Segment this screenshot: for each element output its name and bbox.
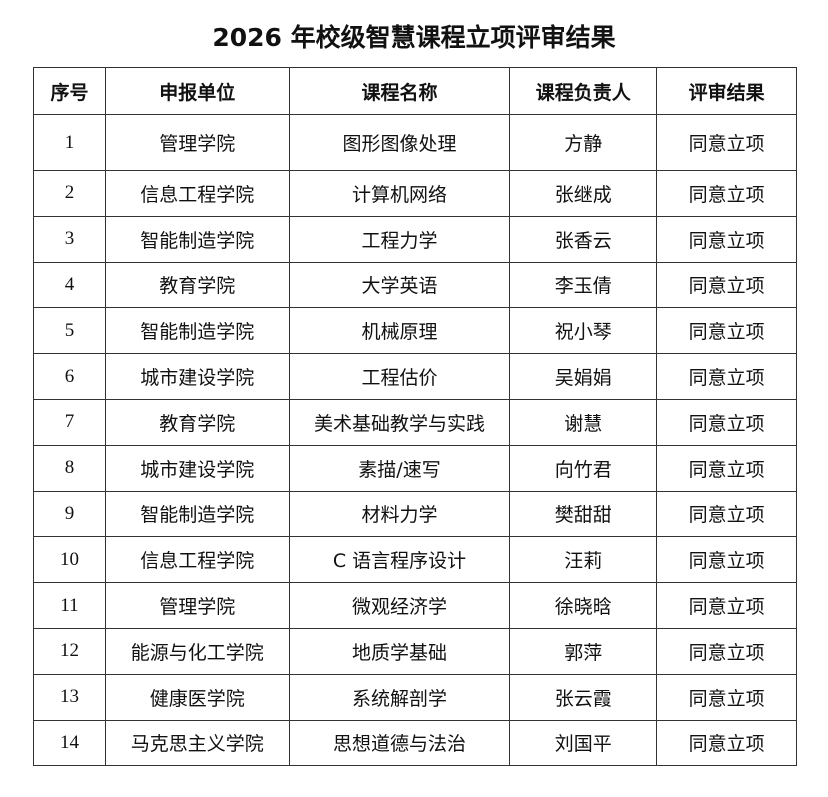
- cell-col-result: 同意立项: [656, 673, 797, 721]
- cell-col-leader: 向竹君: [509, 444, 658, 492]
- cell-col-leader: 刘国平: [509, 719, 658, 767]
- cell-col-unit: 智能制造学院: [104, 215, 290, 263]
- cell-col-course: 机械原理: [288, 307, 511, 355]
- cell-col-index: 1: [33, 114, 106, 171]
- header-col-unit: 申报单位: [104, 67, 290, 115]
- cell-col-leader: 李玉倩: [509, 261, 658, 309]
- cell-col-course: 微观经济学: [288, 582, 511, 629]
- cell-col-unit: 城市建设学院: [104, 353, 290, 400]
- table-row: 6 城市建设学院 工程估价 吴娟娟 同意立项: [33, 353, 797, 400]
- cell-col-unit: 管理学院: [104, 114, 290, 171]
- table-row: 11 管理学院 微观经济学 徐晓晗 同意立项: [33, 582, 797, 629]
- cell-col-result: 同意立项: [656, 261, 797, 309]
- cell-col-result: 同意立项: [656, 215, 797, 263]
- cell-col-unit: 信息工程学院: [104, 170, 290, 217]
- cell-col-unit: 马克思主义学院: [104, 719, 290, 767]
- cell-col-index: 7: [33, 398, 106, 446]
- cell-col-index: 8: [33, 444, 106, 492]
- cell-col-leader: 张云霞: [509, 673, 658, 721]
- cell-col-index: 11: [33, 582, 106, 629]
- cell-col-leader: 祝小琴: [509, 307, 658, 355]
- table-row: 10 信息工程学院 C 语言程序设计 汪莉 同意立项: [33, 536, 797, 584]
- table-row: 4 教育学院 大学英语 李玉倩 同意立项: [33, 261, 797, 309]
- cell-col-leader: 吴娟娟: [509, 353, 658, 400]
- table-row: 1 管理学院 图形图像处理 方静 同意立项: [33, 114, 797, 171]
- cell-col-unit: 管理学院: [104, 582, 290, 629]
- cell-col-unit: 能源与化工学院: [104, 627, 290, 675]
- cell-col-result: 同意立项: [656, 536, 797, 584]
- cell-col-result: 同意立项: [656, 114, 797, 171]
- table-row: 3 智能制造学院 工程力学 张香云 同意立项: [33, 215, 797, 263]
- cell-col-result: 同意立项: [656, 627, 797, 675]
- cell-col-index: 5: [33, 307, 106, 355]
- cell-col-index: 10: [33, 536, 106, 584]
- cell-col-leader: 郭萍: [509, 627, 658, 675]
- results-table: 序号 申报单位 课程名称 课程负责人 评审结果 1 管理学院 图形图像处理 方静 同意立项 2 信息…: [33, 67, 797, 767]
- cell-col-course: C 语言程序设计: [288, 536, 511, 584]
- cell-col-index: 12: [33, 627, 106, 675]
- cell-col-course: 思想道德与法治: [288, 719, 511, 767]
- header-col-course: 课程名称: [288, 67, 511, 115]
- table-row: 8 城市建设学院 素描/速写 向竹君 同意立项: [33, 444, 797, 492]
- cell-col-index: 14: [33, 719, 106, 767]
- table-row: 9 智能制造学院 材料力学 樊甜甜 同意立项: [33, 490, 797, 538]
- cell-col-course: 工程估价: [288, 353, 511, 400]
- cell-col-index: 3: [33, 215, 106, 263]
- table-row: 5 智能制造学院 机械原理 祝小琴 同意立项: [33, 307, 797, 355]
- cell-col-unit: 智能制造学院: [104, 307, 290, 355]
- cell-col-result: 同意立项: [656, 307, 797, 355]
- cell-col-course: 地质学基础: [288, 627, 511, 675]
- cell-col-course: 材料力学: [288, 490, 511, 538]
- cell-col-course: 计算机网络: [288, 170, 511, 217]
- table-row: 7 教育学院 美术基础教学与实践 谢慧 同意立项: [33, 398, 797, 446]
- cell-col-leader: 张香云: [509, 215, 658, 263]
- cell-col-leader: 谢慧: [509, 398, 658, 446]
- cell-col-leader: 樊甜甜: [509, 490, 658, 538]
- cell-col-course: 工程力学: [288, 215, 511, 263]
- cell-col-unit: 智能制造学院: [104, 490, 290, 538]
- cell-col-index: 6: [33, 353, 106, 400]
- cell-col-unit: 教育学院: [104, 261, 290, 309]
- cell-col-leader: 汪莉: [509, 536, 658, 584]
- cell-col-unit: 城市建设学院: [104, 444, 290, 492]
- header-col-index: 序号: [33, 67, 106, 115]
- cell-col-result: 同意立项: [656, 582, 797, 629]
- table-row: 13 健康医学院 系统解剖学 张云霞 同意立项: [33, 673, 797, 721]
- cell-col-leader: 方静: [509, 114, 658, 171]
- header-col-leader: 课程负责人: [509, 67, 658, 115]
- cell-col-index: 13: [33, 673, 106, 721]
- cell-col-unit: 教育学院: [104, 398, 290, 446]
- cell-col-result: 同意立项: [656, 444, 797, 492]
- cell-col-result: 同意立项: [656, 353, 797, 400]
- cell-col-course: 美术基础教学与实践: [288, 398, 511, 446]
- cell-col-leader: 张继成: [509, 170, 658, 217]
- cell-col-course: 图形图像处理: [288, 114, 511, 171]
- cell-col-leader: 徐晓晗: [509, 582, 658, 629]
- table-row: 14 马克思主义学院 思想道德与法治 刘国平 同意立项: [33, 719, 797, 767]
- cell-col-course: 素描/速写: [288, 444, 511, 492]
- cell-col-unit: 信息工程学院: [104, 536, 290, 584]
- cell-col-result: 同意立项: [656, 719, 797, 767]
- cell-col-result: 同意立项: [656, 170, 797, 217]
- cell-col-course: 大学英语: [288, 261, 511, 309]
- cell-col-unit: 健康医学院: [104, 673, 290, 721]
- cell-col-index: 4: [33, 261, 106, 309]
- table-row: 2 信息工程学院 计算机网络 张继成 同意立项: [33, 170, 797, 217]
- cell-col-index: 9: [33, 490, 106, 538]
- cell-col-index: 2: [33, 170, 106, 217]
- cell-col-result: 同意立项: [656, 490, 797, 538]
- cell-col-result: 同意立项: [656, 398, 797, 446]
- table-header-row: 序号 申报单位 课程名称 课程负责人 评审结果: [33, 67, 797, 115]
- document-title: 2026 年校级智慧课程立项评审结果: [212, 23, 616, 52]
- cell-col-course: 系统解剖学: [288, 673, 511, 721]
- table-row: 12 能源与化工学院 地质学基础 郭萍 同意立项: [33, 627, 797, 675]
- header-col-result: 评审结果: [656, 67, 797, 115]
